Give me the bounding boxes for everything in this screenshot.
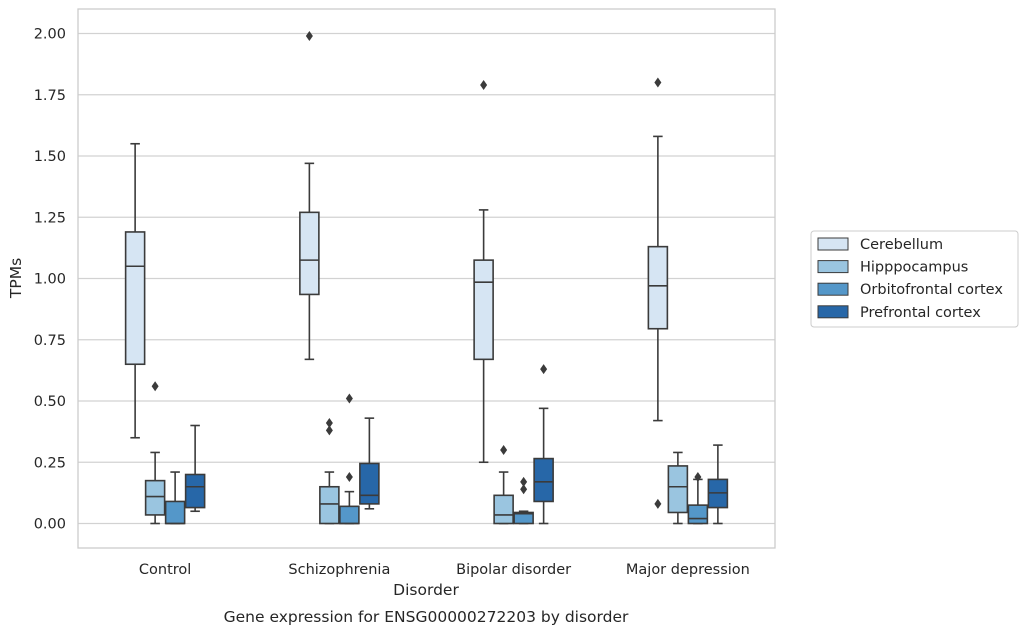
box-plot (359, 417, 380, 510)
box (473, 259, 494, 361)
x-tick-labels: Control Schizophrenia Bipolar disorder Majo… (139, 562, 750, 578)
y-tick-label: 1.75 (34, 88, 66, 104)
box (124, 231, 146, 366)
chart-caption: Gene expression for ENSG00000272203 by d… (224, 608, 629, 626)
y-tick-label: 0.00 (34, 517, 66, 533)
box-plot (339, 393, 360, 525)
box (319, 485, 340, 525)
box (667, 465, 689, 514)
box-plot (707, 444, 729, 525)
legend-label: Prefrontal cortex (860, 305, 981, 321)
y-tick-label: 1.00 (34, 272, 66, 288)
gridlines (78, 32, 775, 525)
x-tick-label: Bipolar disorder (456, 562, 571, 578)
outlier-point (305, 30, 313, 41)
legend-swatch (817, 305, 849, 319)
legend-swatch (817, 282, 849, 296)
outlier-point (694, 471, 702, 482)
box (493, 494, 514, 525)
box-plot (513, 476, 534, 525)
box-plot (144, 381, 166, 525)
y-axis-label: TPMs (7, 258, 25, 299)
outlier-point (654, 77, 662, 88)
box-plots (124, 30, 729, 525)
legend-label: Cerebellum (860, 237, 943, 253)
box (164, 500, 186, 525)
outlier-point (540, 364, 548, 375)
x-tick-label: Major depression (626, 562, 750, 578)
legend-label: Hipppocampus (860, 260, 968, 276)
legend-swatch (817, 237, 849, 251)
legend-swatch (817, 260, 849, 274)
box-plot (493, 445, 514, 525)
box (144, 479, 166, 516)
outlier-point (500, 445, 508, 455)
outlier-point (520, 476, 528, 487)
y-tick-label: 1.25 (34, 210, 66, 226)
y-tick-label: 2.00 (34, 27, 66, 43)
plot-frame (77, 8, 776, 549)
outlier-point (480, 79, 488, 90)
outlier-point (151, 381, 159, 392)
outlier-point (345, 471, 353, 482)
outlier-point (520, 484, 528, 495)
outlier-point (325, 418, 333, 429)
legend: Cerebellum Hipppocampus Orbitofrontal cort… (810, 230, 1019, 328)
box-plot (647, 77, 669, 509)
y-tick-label: 0.25 (34, 455, 66, 471)
x-axis-label: Disorder (393, 581, 459, 599)
box (359, 462, 380, 505)
x-tick-label: Control (139, 562, 191, 578)
legend-frame (810, 230, 1019, 328)
box-plot (184, 424, 206, 513)
y-tick-label: 0.75 (34, 333, 66, 349)
x-tick-label: Schizophrenia (288, 562, 390, 578)
box (647, 245, 669, 330)
box (513, 511, 534, 525)
legend-label: Orbitofrontal cortex (860, 282, 1003, 298)
box (184, 473, 206, 509)
box-plot (533, 364, 554, 525)
box-plot (667, 451, 689, 525)
outlier-point (325, 425, 333, 436)
box (687, 504, 709, 525)
box (533, 457, 554, 503)
y-tick-labels: 0.00 0.25 0.50 0.75 1.00 1.25 1.50 1.75 2.00 (34, 27, 66, 533)
outlier-point (345, 393, 353, 404)
y-tick-label: 0.50 (34, 394, 66, 410)
box-plot (124, 142, 146, 439)
outlier-point (654, 498, 662, 509)
box-plot (687, 471, 709, 525)
box (339, 505, 360, 525)
box-plot (164, 471, 186, 525)
box-plot (299, 30, 320, 361)
y-tick-label: 1.50 (34, 149, 66, 165)
box (299, 211, 320, 296)
box-plot (319, 418, 340, 525)
box-plot (473, 79, 494, 464)
